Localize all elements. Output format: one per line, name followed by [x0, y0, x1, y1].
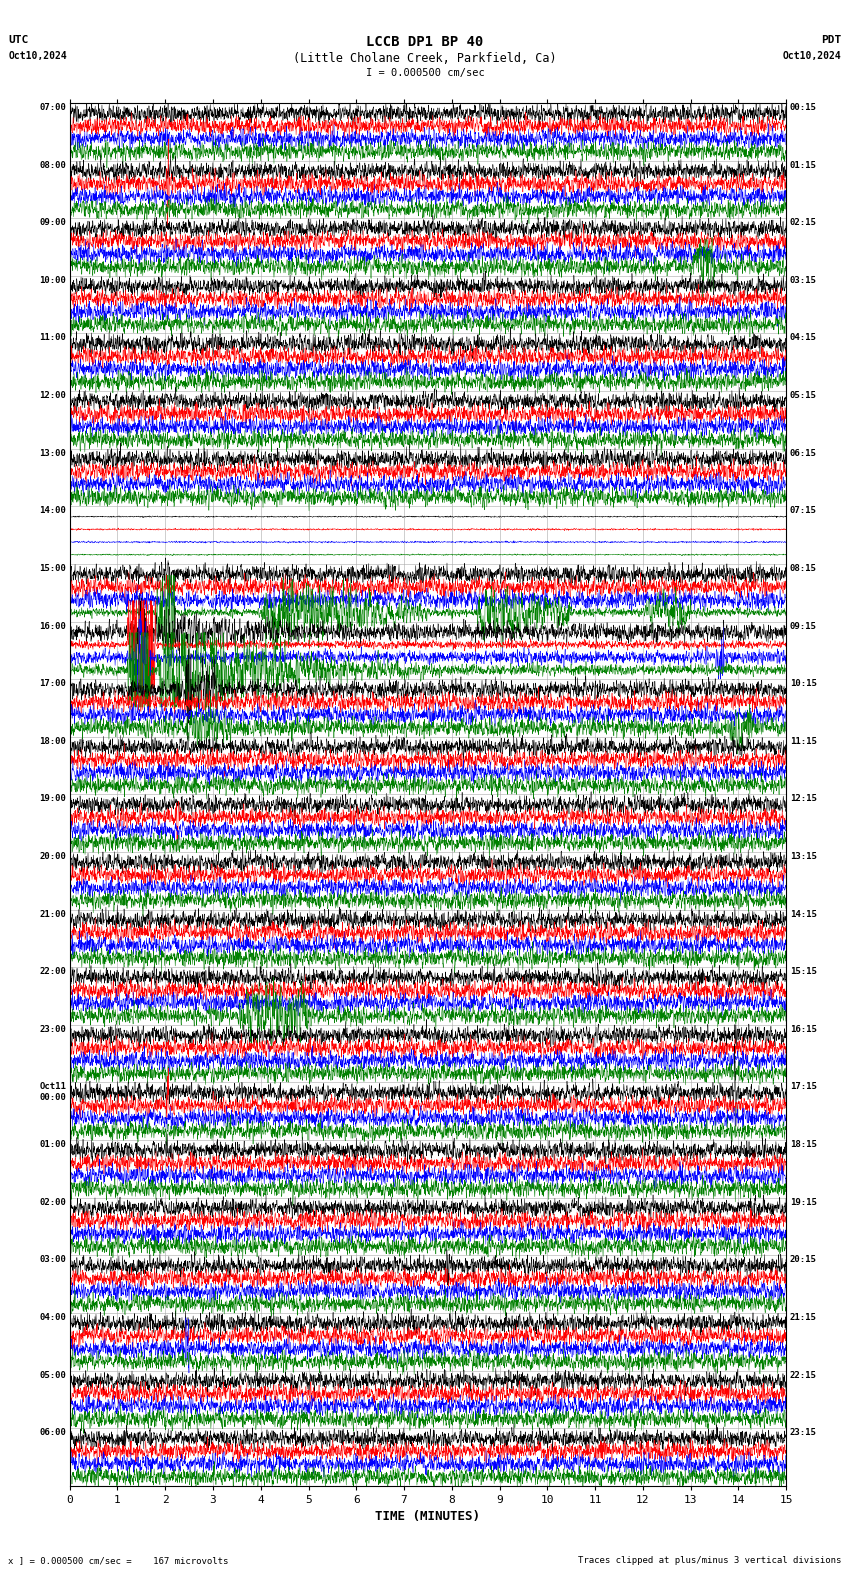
Text: PDT: PDT — [821, 35, 842, 44]
Text: 03:15: 03:15 — [790, 276, 817, 285]
Text: 03:00: 03:00 — [39, 1255, 66, 1264]
Text: 20:00: 20:00 — [39, 852, 66, 862]
Text: 11:15: 11:15 — [790, 737, 817, 746]
Text: 12:00: 12:00 — [39, 391, 66, 401]
Text: 23:00: 23:00 — [39, 1025, 66, 1034]
Text: 05:00: 05:00 — [39, 1370, 66, 1380]
Text: 21:15: 21:15 — [790, 1313, 817, 1323]
Text: 13:00: 13:00 — [39, 448, 66, 458]
Text: 21:00: 21:00 — [39, 909, 66, 919]
Text: 16:15: 16:15 — [790, 1025, 817, 1034]
Text: 09:00: 09:00 — [39, 219, 66, 227]
Text: 04:15: 04:15 — [790, 333, 817, 342]
Text: 10:00: 10:00 — [39, 276, 66, 285]
Text: 04:00: 04:00 — [39, 1313, 66, 1323]
Text: 07:15: 07:15 — [790, 507, 817, 515]
Text: Oct10,2024: Oct10,2024 — [8, 51, 67, 60]
Text: 20:15: 20:15 — [790, 1255, 817, 1264]
Text: 02:15: 02:15 — [790, 219, 817, 227]
Text: 23:15: 23:15 — [790, 1429, 817, 1437]
Text: 01:15: 01:15 — [790, 160, 817, 169]
Text: 06:15: 06:15 — [790, 448, 817, 458]
Text: (Little Cholane Creek, Parkfield, Ca): (Little Cholane Creek, Parkfield, Ca) — [293, 52, 557, 65]
Text: 09:15: 09:15 — [790, 621, 817, 630]
Text: Traces clipped at plus/minus 3 vertical divisions: Traces clipped at plus/minus 3 vertical … — [578, 1555, 842, 1565]
Text: UTC: UTC — [8, 35, 29, 44]
Text: 13:15: 13:15 — [790, 852, 817, 862]
Text: 00:15: 00:15 — [790, 103, 817, 112]
Text: 10:15: 10:15 — [790, 680, 817, 687]
Text: 07:00: 07:00 — [39, 103, 66, 112]
Text: LCCB DP1 BP 40: LCCB DP1 BP 40 — [366, 35, 484, 49]
Text: 18:00: 18:00 — [39, 737, 66, 746]
Text: Oct10,2024: Oct10,2024 — [783, 51, 842, 60]
Text: 11:00: 11:00 — [39, 333, 66, 342]
Text: 06:00: 06:00 — [39, 1429, 66, 1437]
Text: 01:00: 01:00 — [39, 1140, 66, 1148]
Text: x ] = 0.000500 cm/sec =    167 microvolts: x ] = 0.000500 cm/sec = 167 microvolts — [8, 1555, 229, 1565]
Text: I = 0.000500 cm/sec: I = 0.000500 cm/sec — [366, 68, 484, 78]
Text: 15:15: 15:15 — [790, 968, 817, 976]
Text: 18:15: 18:15 — [790, 1140, 817, 1148]
Text: 17:00: 17:00 — [39, 680, 66, 687]
X-axis label: TIME (MINUTES): TIME (MINUTES) — [376, 1511, 480, 1524]
Text: 17:15: 17:15 — [790, 1082, 817, 1091]
Text: 08:00: 08:00 — [39, 160, 66, 169]
Text: 12:15: 12:15 — [790, 794, 817, 803]
Text: 02:00: 02:00 — [39, 1198, 66, 1207]
Text: 19:15: 19:15 — [790, 1198, 817, 1207]
Text: 19:00: 19:00 — [39, 794, 66, 803]
Text: 16:00: 16:00 — [39, 621, 66, 630]
Text: 15:00: 15:00 — [39, 564, 66, 573]
Text: Oct11
00:00: Oct11 00:00 — [39, 1082, 66, 1102]
Text: 14:00: 14:00 — [39, 507, 66, 515]
Text: 22:15: 22:15 — [790, 1370, 817, 1380]
Text: 08:15: 08:15 — [790, 564, 817, 573]
Text: 14:15: 14:15 — [790, 909, 817, 919]
Text: 22:00: 22:00 — [39, 968, 66, 976]
Text: 05:15: 05:15 — [790, 391, 817, 401]
